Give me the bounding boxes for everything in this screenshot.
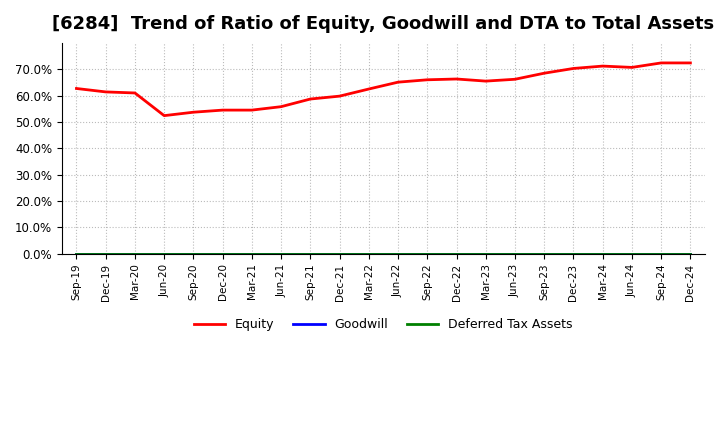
Goodwill <box>218 251 227 257</box>
Goodwill <box>686 251 695 257</box>
Deferred Tax Assets <box>336 251 344 257</box>
Deferred Tax Assets <box>423 251 431 257</box>
Line: Equity: Equity <box>76 63 690 116</box>
Goodwill <box>364 251 373 257</box>
Goodwill <box>510 251 519 257</box>
Equity <box>598 63 607 69</box>
Goodwill <box>540 251 549 257</box>
Goodwill <box>160 251 168 257</box>
Equity <box>686 60 695 66</box>
Equity <box>423 77 431 82</box>
Deferred Tax Assets <box>598 251 607 257</box>
Deferred Tax Assets <box>510 251 519 257</box>
Deferred Tax Assets <box>452 251 461 257</box>
Goodwill <box>130 251 139 257</box>
Goodwill <box>248 251 256 257</box>
Equity <box>276 104 285 109</box>
Equity <box>189 110 198 115</box>
Equity <box>394 80 402 85</box>
Deferred Tax Assets <box>364 251 373 257</box>
Equity <box>510 77 519 82</box>
Goodwill <box>189 251 198 257</box>
Deferred Tax Assets <box>569 251 577 257</box>
Equity <box>452 77 461 82</box>
Equity <box>248 107 256 113</box>
Legend: Equity, Goodwill, Deferred Tax Assets: Equity, Goodwill, Deferred Tax Assets <box>189 313 578 336</box>
Equity <box>540 70 549 76</box>
Goodwill <box>276 251 285 257</box>
Goodwill <box>306 251 315 257</box>
Equity <box>306 96 315 102</box>
Goodwill <box>598 251 607 257</box>
Title: [6284]  Trend of Ratio of Equity, Goodwill and DTA to Total Assets: [6284] Trend of Ratio of Equity, Goodwil… <box>53 15 714 33</box>
Equity <box>160 113 168 118</box>
Equity <box>130 90 139 95</box>
Goodwill <box>452 251 461 257</box>
Deferred Tax Assets <box>628 251 636 257</box>
Goodwill <box>657 251 665 257</box>
Deferred Tax Assets <box>482 251 490 257</box>
Equity <box>482 78 490 84</box>
Deferred Tax Assets <box>160 251 168 257</box>
Goodwill <box>102 251 110 257</box>
Goodwill <box>628 251 636 257</box>
Deferred Tax Assets <box>394 251 402 257</box>
Deferred Tax Assets <box>72 251 81 257</box>
Equity <box>336 93 344 99</box>
Goodwill <box>336 251 344 257</box>
Equity <box>72 86 81 91</box>
Goodwill <box>423 251 431 257</box>
Equity <box>657 60 665 66</box>
Deferred Tax Assets <box>657 251 665 257</box>
Equity <box>102 89 110 95</box>
Goodwill <box>72 251 81 257</box>
Deferred Tax Assets <box>248 251 256 257</box>
Deferred Tax Assets <box>686 251 695 257</box>
Deferred Tax Assets <box>306 251 315 257</box>
Goodwill <box>482 251 490 257</box>
Deferred Tax Assets <box>540 251 549 257</box>
Goodwill <box>394 251 402 257</box>
Equity <box>364 86 373 92</box>
Deferred Tax Assets <box>102 251 110 257</box>
Equity <box>218 107 227 113</box>
Deferred Tax Assets <box>218 251 227 257</box>
Equity <box>569 66 577 71</box>
Equity <box>628 65 636 70</box>
Deferred Tax Assets <box>189 251 198 257</box>
Goodwill <box>569 251 577 257</box>
Deferred Tax Assets <box>130 251 139 257</box>
Deferred Tax Assets <box>276 251 285 257</box>
